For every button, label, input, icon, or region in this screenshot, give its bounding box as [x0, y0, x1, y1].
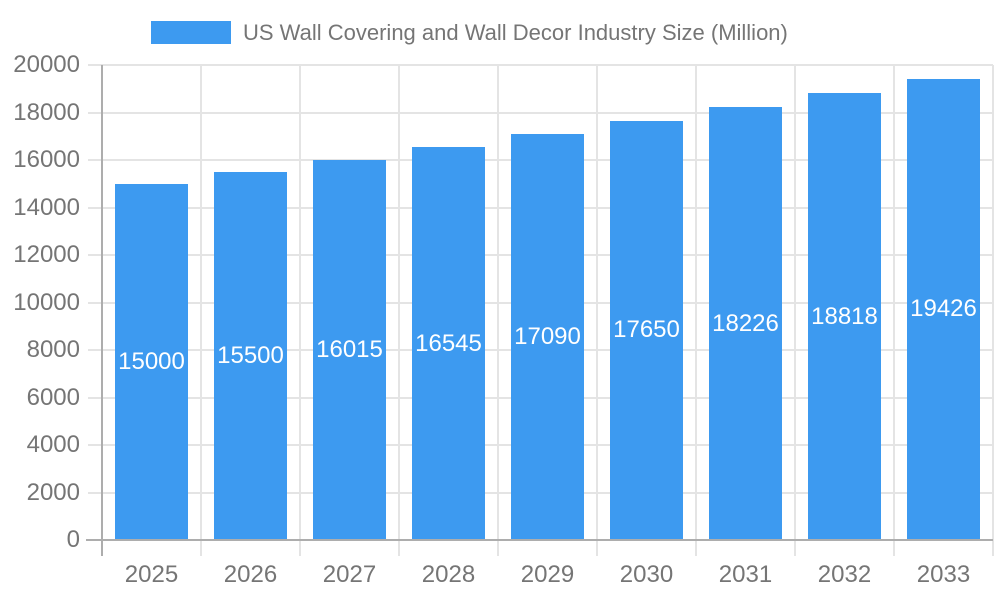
y-tick-label: 12000 [13, 241, 80, 268]
v-gridline [299, 65, 301, 556]
bar [511, 134, 584, 540]
bar [709, 107, 782, 540]
v-gridline [200, 65, 202, 556]
bar [412, 147, 485, 540]
legend-swatch [151, 21, 231, 44]
x-tick-label: 2026 [223, 561, 278, 588]
y-tick-label: 2000 [26, 478, 80, 506]
bar-value-label: 18226 [712, 309, 779, 337]
x-tick-label: 2030 [619, 561, 674, 588]
bar [214, 171, 287, 540]
x-tick-label: 2033 [916, 561, 971, 588]
v-gridline [794, 65, 796, 556]
y-tick-label: 20000 [13, 51, 80, 78]
bar-value-label: 18818 [811, 302, 878, 330]
h-gridline [88, 111, 993, 114]
bar-value-label: 15500 [217, 341, 284, 369]
y-tick-label: 16000 [13, 146, 80, 173]
x-tick-label: 2025 [124, 561, 179, 588]
bar [115, 183, 188, 540]
x-axis-line [86, 539, 993, 541]
x-tick-label: 2031 [718, 561, 773, 588]
bar [610, 120, 683, 540]
v-gridline [596, 65, 598, 556]
y-tick-label: 4000 [26, 431, 80, 458]
bar-value-label: 15000 [118, 347, 185, 375]
bar-value-label: 16545 [415, 329, 482, 357]
x-tick-label: 2029 [520, 561, 575, 588]
h-gridline [88, 64, 993, 66]
bar [907, 78, 980, 540]
y-tick-label: 6000 [26, 383, 80, 411]
bar-value-label: 17090 [514, 323, 581, 351]
y-tick-label: 10000 [13, 288, 80, 316]
legend-label: US Wall Covering and Wall Decor Industry… [243, 20, 788, 45]
bar-value-label: 16015 [316, 335, 383, 363]
v-gridline [398, 65, 400, 556]
v-gridline [992, 65, 994, 556]
x-tick-label: 2032 [817, 561, 872, 588]
y-tick-label: 8000 [26, 336, 80, 363]
v-gridline [497, 65, 499, 556]
bar-value-label: 17650 [613, 316, 680, 344]
x-tick-label: 2028 [421, 561, 476, 588]
y-tick-label: 0 [66, 526, 80, 553]
x-tick-label: 2027 [322, 561, 377, 588]
v-gridline [695, 65, 697, 556]
chart-legend: US Wall Covering and Wall Decor Industry… [151, 21, 788, 44]
y-axis-line [101, 65, 103, 556]
bar-value-label: 19426 [910, 295, 977, 323]
bar [808, 93, 881, 540]
y-tick-label: 18000 [13, 98, 80, 126]
y-tick-label: 14000 [13, 193, 80, 221]
v-gridline [893, 65, 895, 556]
bar [313, 159, 386, 540]
